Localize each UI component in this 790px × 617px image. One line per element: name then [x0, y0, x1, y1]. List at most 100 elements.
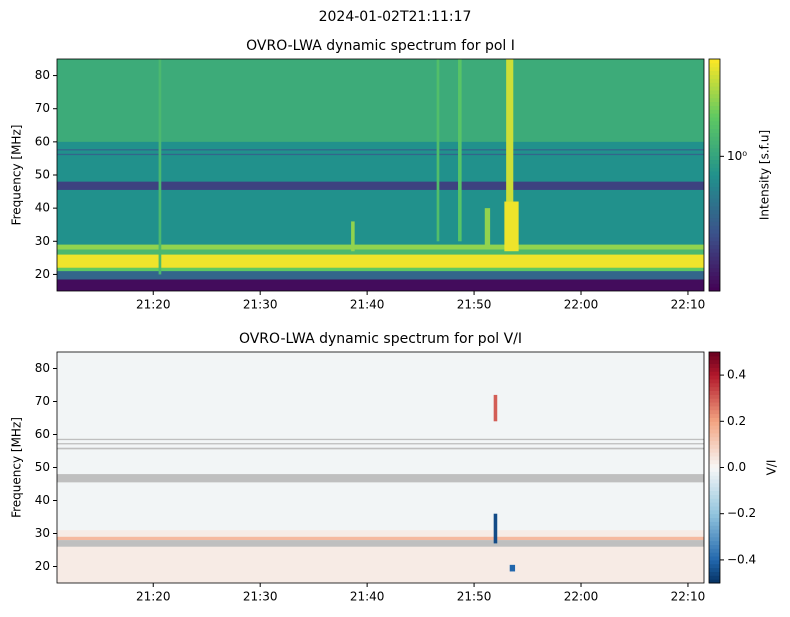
y-tick-label: 80 [35, 361, 50, 375]
colorbar-swatch [709, 359, 720, 365]
colorbar-swatch [709, 175, 720, 180]
colorbar-swatch [709, 559, 720, 565]
colorbar-swatch [709, 506, 720, 511]
colorbar-swatch [709, 140, 720, 145]
colorbar-swatch [709, 70, 720, 75]
colorbar-swatch [709, 563, 720, 569]
colorbar-label: V/I [765, 460, 779, 476]
colorbar-swatch [709, 182, 720, 188]
burst [484, 208, 491, 248]
colorbar-swatch [709, 120, 720, 126]
colorbar-swatch [709, 382, 720, 388]
colorbar-swatch [709, 240, 720, 246]
y-tick-label: 50 [35, 460, 50, 474]
y-tick-label: 50 [35, 168, 50, 182]
plot-area [57, 59, 704, 291]
y-tick-label: 20 [35, 267, 50, 281]
colorbar-tick-label: 0.0 [727, 460, 746, 474]
colorbar-swatch [709, 267, 720, 273]
colorbar-swatch [709, 363, 720, 368]
x-tick-label: 22:00 [564, 298, 599, 312]
colorbar-swatch [709, 432, 720, 438]
colorbar-swatch [709, 378, 720, 384]
colorbar-swatch [709, 229, 720, 234]
colorbar-swatch [709, 256, 720, 261]
colorbar-swatch [709, 59, 720, 64]
y-tick-label: 60 [35, 134, 50, 148]
band [57, 279, 704, 291]
x-tick-label: 21:30 [243, 590, 278, 604]
colorbar-swatch [709, 521, 720, 526]
colorbar-swatch [709, 101, 720, 106]
colorbar-swatch [709, 287, 720, 292]
x-tick-label: 21:50 [457, 298, 492, 312]
colorbar-swatch [709, 225, 720, 230]
y-tick-label: 40 [35, 493, 50, 507]
colorbar-swatch [709, 436, 720, 442]
band [57, 153, 704, 156]
colorbar-swatch [709, 275, 720, 280]
colorbar-swatch [709, 409, 720, 415]
colorbar-swatch [709, 128, 720, 133]
colorbar-tick-label: 0.4 [727, 368, 746, 382]
colorbar-swatch [709, 78, 720, 83]
y-tick-label: 30 [35, 526, 50, 540]
colorbar-swatch [709, 402, 720, 407]
colorbar-swatch [709, 517, 720, 522]
colorbar-swatch [709, 575, 720, 580]
colorbar-swatch [709, 405, 720, 411]
y-tick-label: 20 [35, 559, 50, 573]
colorbar-swatch [709, 352, 720, 357]
y-tick-label: 70 [35, 101, 50, 115]
colorbar-swatch [709, 471, 720, 476]
band [57, 254, 704, 268]
colorbar-swatch [709, 417, 720, 422]
band [57, 249, 704, 255]
x-tick-label: 22:00 [564, 590, 599, 604]
colorbar-swatch [709, 271, 720, 277]
colorbar-swatch [709, 467, 720, 472]
band [57, 267, 704, 272]
band [57, 474, 704, 483]
colorbar-swatch [709, 279, 720, 284]
colorbar-swatch [709, 536, 720, 542]
colorbar-swatch [709, 194, 720, 199]
colorbar-swatch [709, 482, 720, 488]
colorbar-swatch [709, 62, 720, 68]
colorbar-swatch [709, 544, 720, 549]
x-tick-label: 22:10 [671, 298, 706, 312]
x-tick-label: 21:20 [136, 590, 171, 604]
burst [158, 59, 162, 275]
colorbar-swatch [709, 236, 720, 242]
burst [504, 201, 519, 252]
colorbar-swatch [709, 502, 720, 507]
colorbar-swatch [709, 367, 720, 372]
x-tick-label: 21:30 [243, 298, 278, 312]
colorbar-swatch [709, 525, 720, 530]
colorbar-swatch [709, 509, 720, 515]
colorbar-swatch [709, 217, 720, 222]
colorbar-swatch [709, 452, 720, 457]
band [57, 443, 704, 445]
colorbar-swatch [709, 421, 720, 426]
y-axis-label: Frequency [MHz] [10, 417, 24, 518]
colorbar-swatch [709, 198, 720, 203]
y-tick-label: 30 [35, 234, 50, 248]
band [57, 271, 704, 280]
colorbar-swatch [709, 93, 720, 99]
colorbar-swatch [709, 548, 720, 553]
colorbar-swatch [709, 89, 720, 95]
colorbar-tick-label: 0.2 [727, 414, 746, 428]
colorbar-swatch [709, 386, 720, 391]
colorbar-swatch [709, 475, 720, 480]
colorbar-swatch [709, 74, 720, 79]
colorbar-swatch [709, 494, 720, 499]
colorbar-swatch [709, 155, 720, 161]
burst [436, 59, 440, 242]
colorbar-swatch [709, 429, 720, 434]
colorbar-swatch [709, 136, 720, 141]
colorbar-label: Intensity [s.f.u] [758, 130, 772, 220]
colorbar-tick-label: 10⁰ [727, 149, 747, 163]
colorbar-swatch [709, 448, 720, 453]
